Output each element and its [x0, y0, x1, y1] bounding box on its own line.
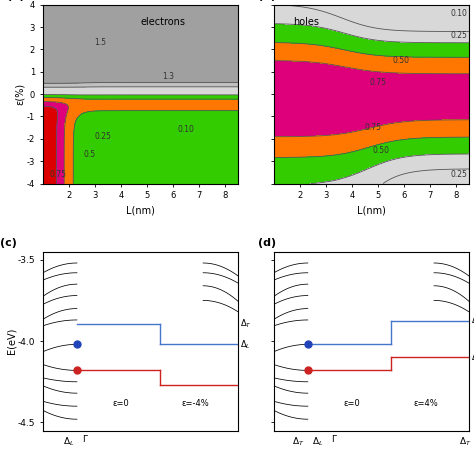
- Text: electrons: electrons: [140, 17, 185, 27]
- Text: Γ: Γ: [82, 436, 87, 444]
- Text: 0.75: 0.75: [364, 123, 381, 132]
- Text: (a): (a): [8, 0, 25, 1]
- Y-axis label: ε(%): ε(%): [15, 83, 25, 105]
- Text: Δ$_T$: Δ$_T$: [292, 436, 304, 448]
- X-axis label: L(nm): L(nm): [357, 206, 386, 216]
- Text: 0.25: 0.25: [450, 31, 467, 40]
- Text: 0.10: 0.10: [450, 9, 467, 18]
- Text: Δ$_L$: Δ$_L$: [64, 436, 75, 448]
- Text: 0.75: 0.75: [369, 78, 386, 88]
- Text: (b): (b): [258, 0, 276, 1]
- Text: holes: holes: [293, 17, 319, 27]
- Text: 0.75: 0.75: [50, 170, 67, 179]
- Text: ε=0: ε=0: [344, 399, 360, 408]
- Text: 0.25: 0.25: [450, 170, 467, 179]
- X-axis label: L(nm): L(nm): [126, 206, 155, 216]
- Text: 0.25: 0.25: [94, 132, 111, 141]
- Text: (d): (d): [258, 238, 276, 248]
- Text: 0.50: 0.50: [393, 56, 410, 65]
- Text: 0.5: 0.5: [83, 150, 96, 159]
- Text: ε=4%: ε=4%: [414, 399, 438, 408]
- Text: 0.10: 0.10: [178, 125, 195, 134]
- Text: 1.5: 1.5: [94, 38, 106, 47]
- Text: Δ$_L$: Δ$_L$: [471, 314, 474, 327]
- Text: Δ$_T$: Δ$_T$: [240, 318, 252, 330]
- Text: Δ$_L$: Δ$_L$: [240, 338, 251, 350]
- Text: ε=0: ε=0: [112, 399, 129, 408]
- Text: Γ: Γ: [331, 436, 336, 444]
- Text: 1.3: 1.3: [162, 72, 174, 81]
- Y-axis label: E(eV): E(eV): [6, 328, 16, 354]
- Text: (c): (c): [0, 238, 17, 248]
- Text: Δ$_T$: Δ$_T$: [471, 351, 474, 363]
- Text: 0.50: 0.50: [372, 145, 389, 155]
- Text: ε=-4%: ε=-4%: [182, 399, 209, 408]
- Text: Δ$_L$: Δ$_L$: [312, 436, 323, 448]
- Text: Δ$_T$: Δ$_T$: [459, 436, 472, 448]
